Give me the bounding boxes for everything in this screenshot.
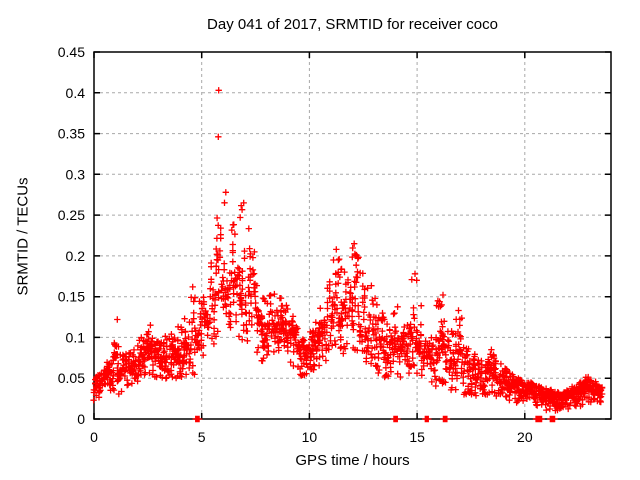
x-tick-label: 5 — [198, 429, 206, 445]
x-tick-label: 15 — [409, 429, 425, 445]
plot-frame — [93, 51, 612, 420]
x-axis-label: GPS time / hours — [295, 452, 410, 469]
y-tick-label: 0 — [77, 411, 85, 427]
y-tick-label: 0.2 — [66, 248, 86, 264]
scatter-points — [90, 87, 606, 423]
y-tick-label: 0.45 — [58, 44, 85, 60]
y-tick-label: 0.3 — [66, 166, 86, 182]
y-tick-label: 0.4 — [66, 85, 86, 101]
y-tick-label: 0.35 — [58, 126, 85, 142]
x-tick-label: 0 — [90, 429, 98, 445]
x-tick-label: 20 — [517, 429, 533, 445]
y-tick-label: 0.25 — [58, 207, 85, 223]
y-tick-label: 0.05 — [58, 370, 85, 386]
y-tick-label: 0.15 — [58, 289, 85, 305]
chart-title: Day 041 of 2017, SRMTID for receiver coc… — [207, 16, 498, 33]
x-tick-label: 10 — [302, 429, 318, 445]
y-tick-label: 0.1 — [66, 329, 86, 345]
